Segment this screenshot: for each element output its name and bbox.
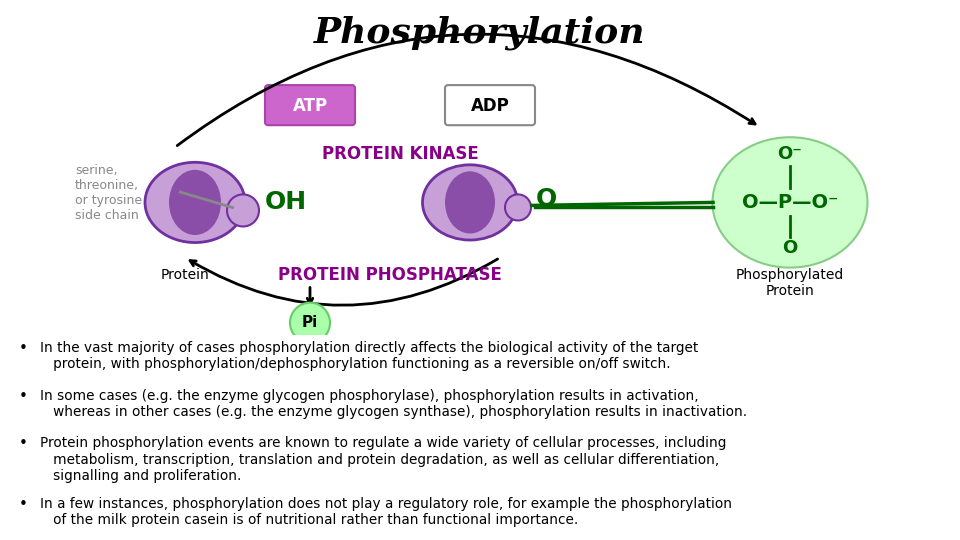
Text: •: •: [19, 436, 28, 451]
Text: Phosphorylated
Protein: Phosphorylated Protein: [736, 268, 844, 298]
Text: Phosphorylation: Phosphorylation: [314, 15, 646, 50]
Text: Protein phosphorylation events are known to regulate a wide variety of cellular : Protein phosphorylation events are known…: [39, 436, 726, 483]
Circle shape: [227, 194, 259, 226]
Circle shape: [505, 194, 531, 220]
Text: serine,
threonine,
or tyrosine
side chain: serine, threonine, or tyrosine side chai…: [75, 164, 142, 222]
Text: O—P—O⁻: O—P—O⁻: [742, 193, 838, 212]
Ellipse shape: [445, 171, 495, 233]
Text: In the vast majority of cases phosphorylation directly affects the biological ac: In the vast majority of cases phosphoryl…: [39, 341, 698, 372]
Text: OH: OH: [265, 191, 307, 214]
Ellipse shape: [422, 165, 517, 240]
Ellipse shape: [712, 137, 868, 268]
Text: ADP: ADP: [470, 97, 510, 115]
Circle shape: [290, 303, 330, 343]
Ellipse shape: [169, 170, 221, 235]
Text: In a few instances, phosphorylation does not play a regulatory role, for example: In a few instances, phosphorylation does…: [39, 497, 732, 527]
Text: Protein: Protein: [160, 268, 209, 281]
Text: •: •: [19, 389, 28, 404]
Text: •: •: [19, 341, 28, 356]
Text: Pi: Pi: [301, 315, 318, 330]
FancyBboxPatch shape: [265, 85, 355, 125]
Text: O: O: [536, 187, 557, 212]
Text: In some cases (e.g. the enzyme glycogen phosphorylase), phosphorylation results : In some cases (e.g. the enzyme glycogen …: [39, 389, 747, 419]
Text: ATP: ATP: [293, 97, 327, 115]
Text: O: O: [782, 239, 798, 256]
Text: O⁻: O⁻: [778, 145, 803, 163]
Text: PROTEIN PHOSPHATASE: PROTEIN PHOSPHATASE: [278, 266, 502, 284]
Text: •: •: [19, 497, 28, 512]
Ellipse shape: [145, 163, 245, 242]
Text: PROTEIN KINASE: PROTEIN KINASE: [322, 145, 478, 163]
FancyBboxPatch shape: [445, 85, 535, 125]
